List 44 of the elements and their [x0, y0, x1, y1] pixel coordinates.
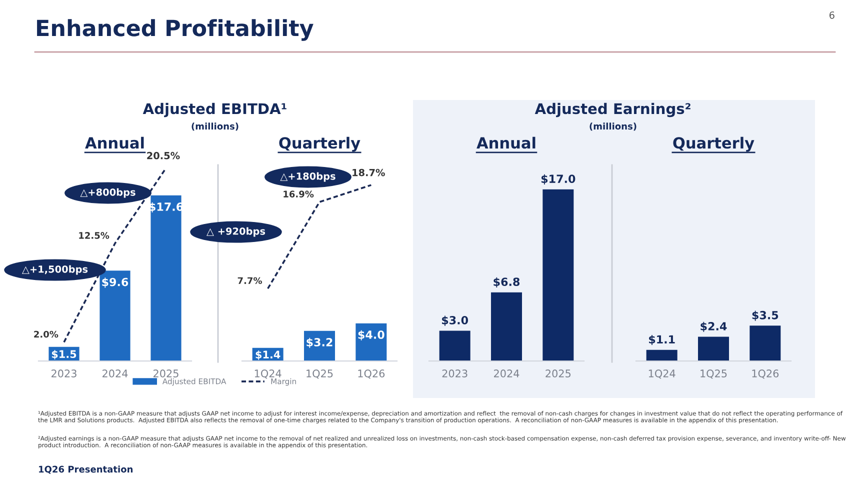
text: 6: [829, 11, 834, 19]
data-label: $1.1: [648, 334, 675, 346]
data-label: $9.6: [102, 278, 128, 288]
data-label: 16.9%: [284, 190, 314, 198]
chart-title: Quarterly: [673, 136, 754, 152]
data-label: $1.4: [256, 350, 280, 360]
data-label: $3.2: [306, 338, 332, 348]
x-tick-label: 2023: [52, 370, 76, 378]
x-tick-label: 1Q24: [254, 370, 282, 379]
chart-title: Annual: [85, 136, 144, 149]
data-label: $6.8: [494, 277, 520, 288]
data-label: $17.0: [541, 174, 576, 184]
data-label: 12.5%: [79, 232, 110, 239]
x-tick-label: 2025: [154, 370, 178, 378]
x-tick-label: 1Q24: [648, 370, 676, 379]
text: Adjusted EBITDA¹: [142, 102, 286, 118]
x-tick-label: 2024: [494, 370, 520, 378]
x-tick-label: 2025: [546, 370, 571, 378]
data-label: $2.4: [700, 322, 727, 332]
chart-title: Annual: [476, 136, 536, 149]
text: 1Q26 Presentation: [39, 466, 133, 474]
x-tick-label: 1Q25: [306, 370, 333, 379]
text: (millions): [192, 122, 238, 131]
x-tick-label: 1Q25: [700, 370, 727, 379]
data-label: 18.7%: [352, 168, 385, 176]
chart-title: Quarterly: [279, 136, 360, 152]
x-tick-label: 1Q26: [752, 370, 779, 379]
data-label: $3.0: [442, 316, 468, 326]
data-label: $4.0: [358, 330, 384, 340]
x-tick-label: 2023: [442, 370, 468, 378]
text: (millions): [590, 122, 636, 131]
x-tick-label: 1Q26: [358, 370, 385, 379]
text: Enhanced Profitability: [37, 19, 314, 41]
annotation: △+1,500bps: [22, 265, 88, 275]
data-label: $3.5: [752, 310, 778, 321]
data-label: $1.5: [52, 350, 76, 360]
data-label: 2.0%: [34, 330, 58, 338]
annotation: △ +920bps: [206, 227, 266, 237]
text: Adjusted Earnings²: [534, 102, 690, 118]
annotation: △+800bps: [80, 188, 136, 198]
data-label: 20.5%: [147, 152, 180, 160]
x-tick-label: 2024: [102, 370, 128, 378]
data-label: 7.7%: [238, 277, 262, 284]
text: △+180bps: [280, 172, 336, 182]
